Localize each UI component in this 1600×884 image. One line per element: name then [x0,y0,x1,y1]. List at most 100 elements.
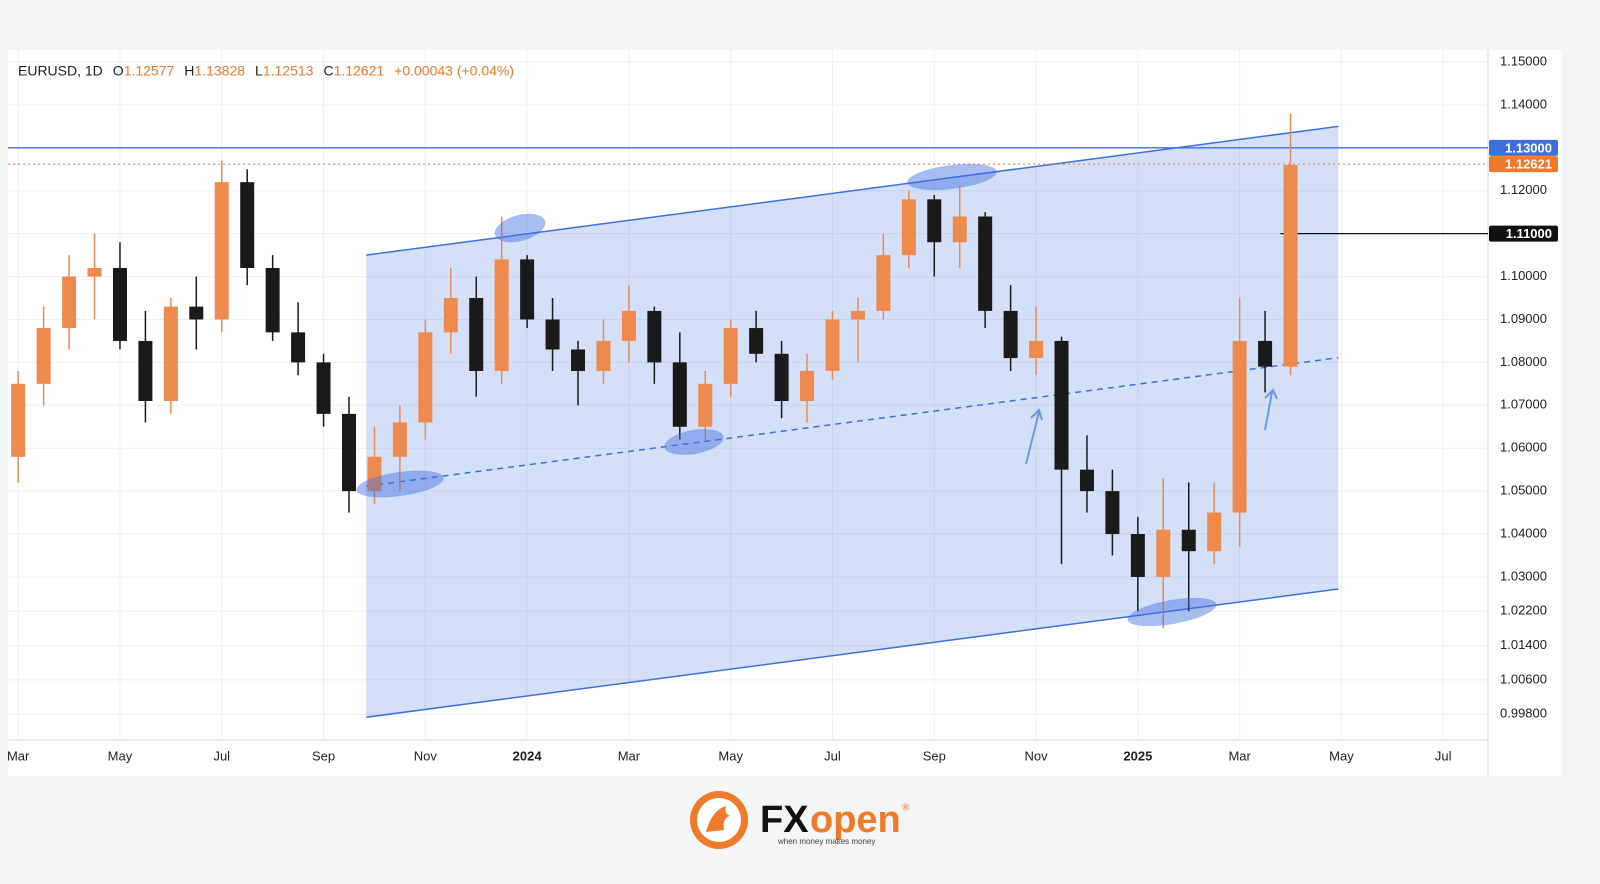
legend-value: 1.12513 [263,63,314,79]
y-tick-label: 1.00600 [1500,671,1547,686]
candle-body [62,276,77,329]
y-tick-label: 1.03000 [1500,568,1547,583]
x-tick-label: 2024 [513,748,543,763]
y-tick-label: 1.07000 [1500,397,1547,412]
candle-body [494,259,509,371]
y-tick-label: 1.02200 [1500,603,1547,618]
x-tick-label: Mar [1228,748,1251,763]
candle-body [1079,469,1094,492]
candle-body [316,362,331,414]
y-tick-label: 1.14000 [1500,96,1547,111]
highlight [907,163,997,191]
candle-body [596,340,611,371]
x-tick-label: May [108,748,133,763]
candle-body [545,319,560,350]
chart-panel [8,50,1562,776]
highlight [356,470,444,498]
channel-mid [366,356,1339,487]
candle-body [1130,534,1145,577]
candle-body [1054,340,1069,470]
x-tick-label: May [1329,748,1354,763]
x-tick-label: Sep [312,748,335,763]
candle-body [749,328,764,354]
highlight [1127,597,1217,627]
candle-body [367,456,382,492]
candle-body [672,362,687,427]
legend-label: L [255,63,263,79]
candle-body [392,422,407,457]
candle-body [291,332,306,363]
candle-body [163,306,178,402]
x-tick-label: Mar [618,748,641,763]
brand-registered: ® [902,803,910,814]
legend-symbol: EURUSD, 1D [18,63,103,79]
y-tick-label: 1.08000 [1500,354,1547,369]
candle-body [698,383,713,427]
candle-body [112,267,127,341]
brand-open: open [810,799,901,841]
candle-body [189,306,204,320]
price-badge-label: 1.12621 [1505,157,1552,172]
candle-body [265,267,280,333]
price-badge-label: 1.13000 [1505,140,1552,155]
price-badge [1489,156,1558,173]
x-tick-label: Jul [824,748,841,763]
candle-body [723,328,738,384]
x-tick-label: Nov [1024,748,1048,763]
highlight [494,213,546,243]
y-tick-label: 1.01400 [1500,637,1547,652]
candle-body [850,310,865,320]
legend-value: 1.13828 [194,63,245,79]
candle-body [520,259,535,320]
x-tick-label: Jul [1435,748,1452,763]
candle-body [418,332,433,423]
candle-body [647,310,662,363]
highlight [664,429,724,455]
candle-body [1105,491,1120,535]
y-tick-label: 1.06000 [1500,440,1547,455]
candle-body [36,328,51,384]
candle-body [1181,529,1196,552]
candle-body [1156,529,1171,577]
y-tick-label: 1.15000 [1500,53,1547,68]
channel-lower [366,588,1339,719]
candle-body [952,216,967,243]
legend-change: +0.00043 (+0.04%) [394,63,514,79]
x-tick-label: Jul [213,748,230,763]
candle-body [443,298,458,333]
y-tick-label: 1.04000 [1500,525,1547,540]
candle-body [1283,165,1298,367]
legend-value: 1.12621 [334,63,385,79]
candle-body [1003,310,1018,359]
brand-fx: FX [760,799,809,841]
x-tick-label: Nov [414,748,438,763]
x-tick-label: Sep [923,748,946,763]
candle-body [825,319,840,371]
axes: 1.15000 1.14000 1.13000 1.12000 1.11000 1.100… [7,53,1558,763]
candle-body [901,199,916,256]
candle-body [341,413,356,492]
price-lines [8,147,1488,235]
candle-body [800,370,815,402]
y-tick-label: 0.99800 [1500,706,1547,721]
legend-label: O [113,63,124,79]
arrow [1264,388,1278,431]
candle-body [571,349,586,371]
price-badge [1489,139,1558,156]
y-tick-label: 1.09000 [1500,311,1547,326]
candle-body [876,255,891,311]
price-badge-label: 1.11000 [1506,226,1552,241]
logo-bull [706,806,730,832]
candle-body [927,199,942,243]
legend-value: 1.12577 [124,63,175,79]
x-tick-label: May [718,748,743,763]
highlights [356,163,1217,627]
candle-body [214,182,229,320]
candle-body [1258,340,1273,367]
arrows [1025,388,1278,465]
candle-body [11,383,26,457]
candle-body [774,353,789,402]
candle-body [138,340,153,402]
